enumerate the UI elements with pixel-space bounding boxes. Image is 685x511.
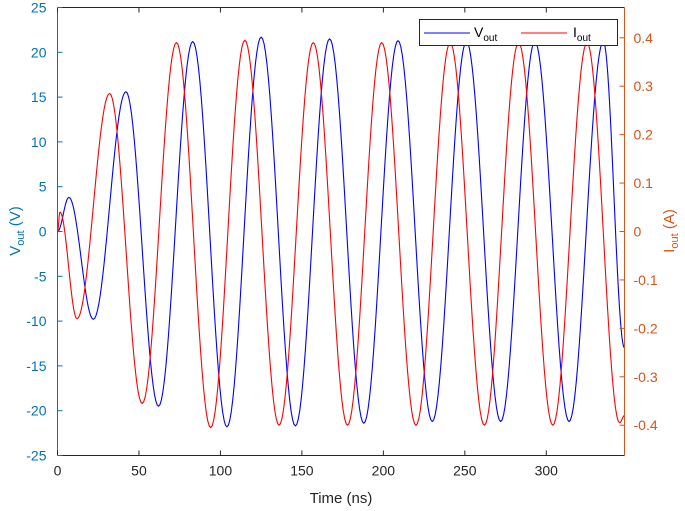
right-y-tick-label: -0.4 [634, 417, 658, 433]
left-y-axis-ticks: 25 20 15 10 5 0 -5 -10 -15 -20 -25 [26, 0, 63, 464]
right-y-tick-label: 0.3 [634, 78, 654, 94]
right-y-tick-label: -0.3 [634, 369, 658, 385]
plot-area [57, 7, 625, 456]
x-tick-label: 200 [372, 463, 396, 479]
legend: Vout Iout [419, 19, 618, 46]
left-y-tick-label: 10 [31, 134, 47, 150]
x-tick-label: 250 [453, 463, 477, 479]
x-tick-label: 100 [209, 463, 233, 479]
iout-line [57, 39, 625, 429]
left-y-tick-label: -15 [26, 358, 46, 374]
left-y-tick-label: 5 [39, 179, 47, 195]
left-y-tick-label: 25 [31, 0, 47, 16]
right-y-axis-ticks: 0.4 0.3 0.2 0.1 0 -0.1 -0.2 -0.3 -0.4 [619, 30, 658, 433]
right-y-tick-label: -0.2 [634, 320, 658, 336]
legend-iout-label: Iout [573, 24, 591, 44]
x-tick-label: 50 [131, 463, 147, 479]
left-y-axis-label: Vout (V) [7, 206, 27, 255]
left-y-tick-label: -20 [26, 403, 46, 419]
x-axis-ticks: 0 50 100 150 200 250 300 [54, 7, 559, 479]
right-y-tick-label: 0 [634, 224, 642, 240]
legend-vout-label: Vout [474, 24, 497, 44]
right-y-tick-label: 0.2 [634, 127, 654, 143]
left-y-tick-label: -5 [34, 268, 47, 284]
left-y-tick-label: 20 [31, 44, 47, 60]
left-y-tick-label: -25 [26, 448, 46, 464]
x-tick-label: 0 [54, 463, 62, 479]
left-y-tick-label: -10 [26, 313, 46, 329]
right-y-tick-label: 0.4 [634, 30, 654, 46]
x-tick-label: 150 [290, 463, 314, 479]
x-tick-label: 300 [535, 463, 559, 479]
right-y-axis-label: Iout (A) [661, 209, 681, 253]
x-axis-label: Time (ns) [310, 490, 373, 507]
right-y-tick-label: -0.1 [634, 272, 658, 288]
left-y-tick-label: 0 [39, 224, 47, 240]
right-y-tick-label: 0.1 [634, 175, 654, 191]
left-y-tick-label: 15 [31, 89, 47, 105]
